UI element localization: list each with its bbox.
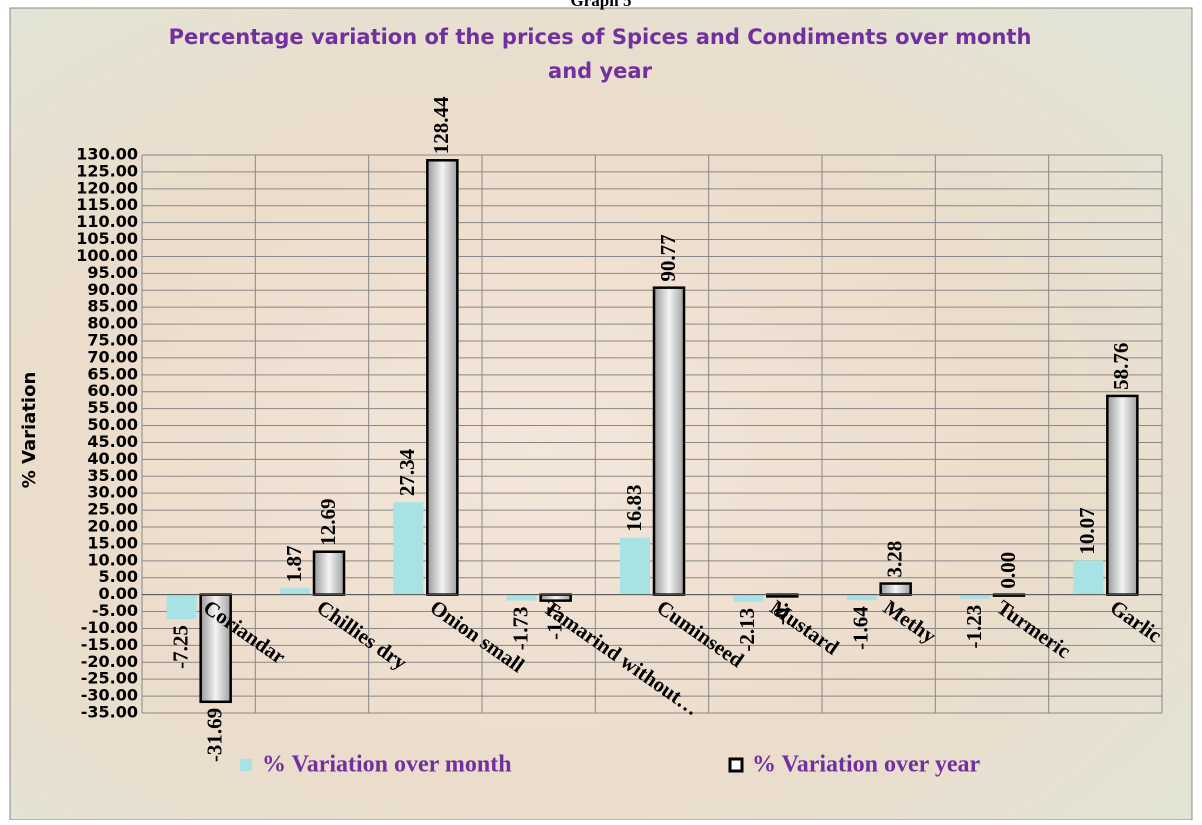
y-tick-label: -30.00 <box>81 686 138 705</box>
y-tick-label: 80.00 <box>87 314 138 333</box>
y-tick-label: -20.00 <box>81 652 138 671</box>
bar <box>393 502 424 595</box>
y-tick-label: -15.00 <box>81 635 138 654</box>
y-tick-label: 45.00 <box>87 432 138 451</box>
y-tick-label: 20.00 <box>87 517 138 536</box>
bar <box>1106 394 1139 596</box>
data-label: 3.28 <box>882 541 906 578</box>
title-box: Percentage variation of the prices of Sp… <box>168 25 1032 83</box>
bar <box>280 588 310 595</box>
y-tick-label: 35.00 <box>87 466 138 485</box>
bar <box>733 594 764 602</box>
legend-label: % Variation over year <box>752 752 981 778</box>
y-tick-label: 115.00 <box>76 195 138 214</box>
y-tick-label: 5.00 <box>99 567 138 586</box>
data-label: -1.23 <box>962 605 986 649</box>
y-tick-label: -35.00 <box>81 703 138 722</box>
y-tick-label: 15.00 <box>87 533 138 552</box>
data-label: -2.13 <box>735 608 759 652</box>
data-label: 12.69 <box>316 498 340 545</box>
data-label: 58.76 <box>1109 343 1133 390</box>
data-label: -1.64 <box>848 606 872 650</box>
y-tick-label: 125.00 <box>76 161 138 180</box>
bar <box>879 582 912 596</box>
y-tick-label: 100.00 <box>76 246 138 265</box>
data-label: 90.77 <box>656 234 680 281</box>
y-tick-label: 85.00 <box>87 297 138 316</box>
bar <box>960 594 990 599</box>
bar <box>1073 560 1104 595</box>
y-tick-label: 75.00 <box>87 331 138 350</box>
y-tick-label: 105.00 <box>76 229 138 248</box>
y-tick-label: 90.00 <box>87 280 138 299</box>
chart-title: Percentage variation of the prices of Sp… <box>168 25 1032 83</box>
y-tick-label: 25.00 <box>87 500 138 519</box>
y-tick-label: 40.00 <box>87 449 138 468</box>
data-label: 10.07 <box>1075 507 1099 554</box>
chart-background <box>9 7 1193 821</box>
y-tick-label: 50.00 <box>87 415 138 434</box>
bar <box>506 594 537 601</box>
data-label: 1.87 <box>282 546 306 583</box>
y-tick-label: 55.00 <box>87 398 138 417</box>
bar <box>620 537 650 595</box>
data-label: 128.44 <box>429 96 453 154</box>
legend-marker <box>240 759 252 771</box>
bar <box>166 594 197 620</box>
y-tick-label: -5.00 <box>92 601 138 620</box>
y-tick-label: 60.00 <box>87 381 138 400</box>
data-label: -0. <box>769 602 793 625</box>
header: Graph 5 <box>571 0 632 10</box>
y-tick-label: 70.00 <box>87 347 138 366</box>
data-label: 27.34 <box>395 448 419 496</box>
data-label: 0.00 <box>996 552 1020 589</box>
y-tick-label: -25.00 <box>81 669 138 688</box>
bar <box>199 593 232 704</box>
y-tick-label: 120.00 <box>76 178 138 197</box>
y-tick-label: 0.00 <box>99 584 138 603</box>
data-label: -31.69 <box>202 708 226 762</box>
y-tick-label: 95.00 <box>87 263 138 282</box>
bar <box>426 159 459 596</box>
legend-marker <box>728 757 744 773</box>
data-label: -1.73 <box>508 606 532 650</box>
bar <box>846 594 877 601</box>
data-label: -7.25 <box>168 625 192 669</box>
y-axis-label: % Variation <box>19 372 40 489</box>
y-tick-label: 30.00 <box>87 483 138 502</box>
y-tick-label: 10.00 <box>87 550 138 569</box>
bar <box>312 550 346 596</box>
y-tick-label: 130.00 <box>76 145 138 164</box>
data-label: 16.83 <box>622 484 646 531</box>
y-tick-label: 110.00 <box>76 212 138 231</box>
legend-label: % Variation over month <box>262 752 512 778</box>
y-tick-label: 65.00 <box>87 364 138 383</box>
y-tick-label: -10.00 <box>81 618 138 637</box>
bar <box>652 286 686 596</box>
data-label: -1.7 <box>542 607 566 640</box>
